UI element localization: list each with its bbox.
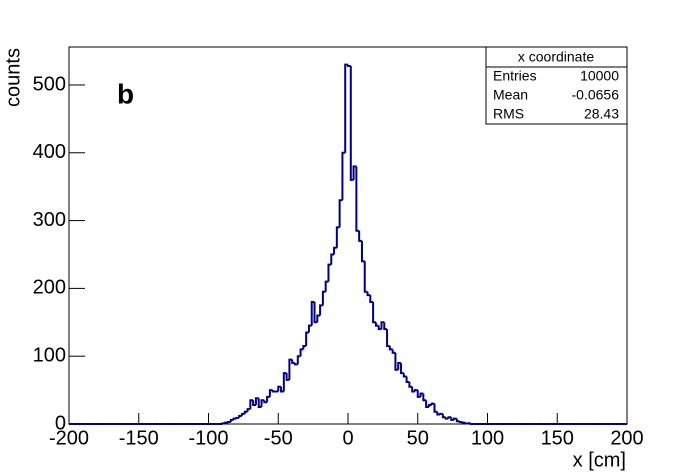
x-tick-label: 200 bbox=[610, 427, 643, 449]
panel-label: b bbox=[117, 78, 134, 109]
histogram-bin bbox=[458, 420, 463, 423]
x-tick-label: -100 bbox=[188, 427, 228, 449]
histogram-bin bbox=[386, 329, 390, 348]
histogram-bin bbox=[224, 421, 229, 424]
histogram-bin bbox=[266, 395, 270, 403]
y-tick-label: 400 bbox=[33, 141, 66, 163]
stats-value: -0.0656 bbox=[572, 87, 620, 103]
stats-box: x coordinate Entries 10000 Mean -0.0656 … bbox=[485, 46, 628, 125]
histogram-bin bbox=[425, 400, 429, 409]
stats-value: 10000 bbox=[580, 68, 619, 84]
x-tick-label: 100 bbox=[471, 427, 504, 449]
histogram-bin bbox=[299, 348, 304, 357]
histogram-bin bbox=[358, 230, 362, 242]
histogram-bin bbox=[293, 362, 298, 366]
y-tick-label: 0 bbox=[55, 412, 66, 434]
histogram-bin bbox=[360, 240, 365, 263]
histogram-bin bbox=[413, 389, 418, 392]
y-tick-label: 100 bbox=[33, 344, 66, 366]
histogram-bin bbox=[229, 418, 234, 422]
histogram-bin bbox=[430, 402, 435, 406]
stats-title: x coordinate bbox=[518, 49, 594, 65]
stats-label: Mean bbox=[493, 87, 528, 103]
histogram-bin bbox=[235, 416, 240, 419]
histogram-bin bbox=[347, 64, 351, 67]
histogram-bin bbox=[377, 325, 382, 331]
x-tick-label: 50 bbox=[407, 427, 429, 449]
y-tick-label: 200 bbox=[33, 277, 66, 299]
x-tick-label: -150 bbox=[119, 427, 159, 449]
histogram-bin bbox=[316, 314, 321, 323]
histogram-bin bbox=[439, 412, 443, 415]
stats-label: RMS bbox=[493, 106, 524, 122]
histogram-bin bbox=[352, 165, 357, 180]
x-tick-label: 0 bbox=[342, 427, 353, 449]
histogram-bin bbox=[257, 398, 262, 409]
histogram-bin bbox=[246, 408, 251, 412]
histogram-bin bbox=[419, 392, 424, 397]
histogram-bin bbox=[307, 324, 312, 333]
histogram-bin bbox=[341, 151, 346, 201]
histogram-bin bbox=[221, 422, 226, 425]
histogram-bin bbox=[227, 420, 231, 423]
histogram-bin bbox=[330, 253, 335, 265]
histogram-bin bbox=[469, 423, 474, 425]
y-tick-label: 500 bbox=[33, 73, 66, 95]
y-axis-label: counts bbox=[2, 48, 24, 107]
histogram-bin bbox=[271, 390, 276, 393]
histogram-bin bbox=[243, 410, 248, 414]
stats-label: Entries bbox=[493, 68, 537, 84]
stats-frame bbox=[485, 46, 628, 125]
histogram-bin bbox=[450, 417, 455, 421]
histogram-bin bbox=[405, 376, 410, 383]
histogram-bin bbox=[416, 390, 421, 398]
stats-value: 28.43 bbox=[584, 106, 619, 122]
x-tick-label: -200 bbox=[49, 427, 89, 449]
histogram-bin bbox=[372, 301, 376, 324]
histogram-bin bbox=[461, 421, 466, 424]
histogram-bin bbox=[444, 417, 449, 420]
histogram-bin bbox=[324, 280, 329, 292]
x-tick-label: -50 bbox=[264, 427, 293, 449]
histogram-bin bbox=[447, 416, 452, 419]
histogram-bin bbox=[268, 389, 273, 397]
histogram-bin bbox=[319, 304, 323, 316]
histogram-bin bbox=[321, 290, 326, 306]
y-tick-label: 300 bbox=[33, 209, 66, 231]
histogram-bin bbox=[441, 413, 446, 419]
histogram-bin bbox=[464, 422, 468, 425]
x-tick-label: 150 bbox=[541, 427, 574, 449]
histogram-bin bbox=[380, 321, 385, 330]
x-axis-label: x [cm] bbox=[573, 449, 626, 471]
histogram-bin bbox=[366, 291, 371, 297]
histogram-bin bbox=[232, 417, 237, 420]
